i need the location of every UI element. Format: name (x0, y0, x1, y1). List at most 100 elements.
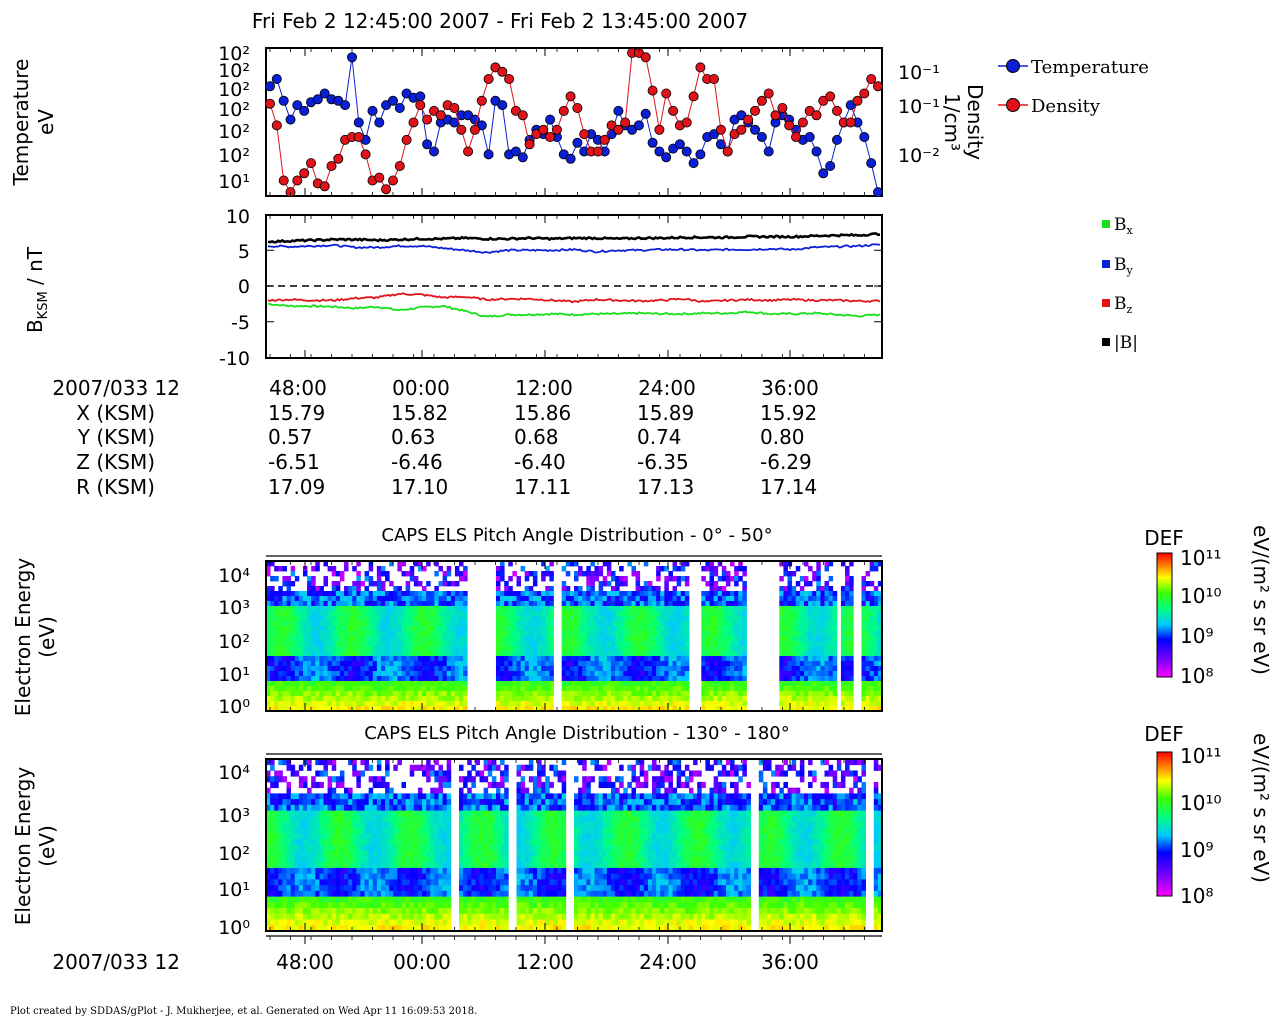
spectrogram-cell (339, 908, 345, 915)
spectrogram-cell (385, 626, 390, 632)
spectrogram-cell (302, 641, 308, 647)
spectrogram-cell (680, 561, 686, 567)
spectrogram-cell (442, 646, 448, 652)
spectrogram-cell (376, 596, 382, 602)
spectrogram-cell (623, 646, 628, 652)
ephemeris-value: -6.40 (514, 450, 566, 474)
spectrogram-cell (290, 804, 296, 811)
spectrogram-cell (356, 586, 361, 592)
spectrogram-cell (430, 621, 435, 627)
spectrogram-cell (709, 646, 715, 652)
spectrogram-cell (799, 656, 805, 662)
spectrogram-cell (397, 908, 402, 915)
spectrogram-cell (311, 879, 316, 886)
spectrogram-cell (828, 706, 834, 712)
spectrogram-cell (705, 626, 710, 632)
spectrogram-cell (787, 646, 793, 652)
spectrogram-cell (356, 827, 361, 834)
spectrogram-cell (307, 636, 312, 642)
spectrogram-cell (397, 671, 402, 677)
spectrogram-cell (270, 816, 275, 823)
spectrogram-cell (266, 656, 271, 662)
spectrogram-cell (405, 626, 411, 632)
spectrogram-cell (791, 671, 797, 677)
spectrogram-cell (397, 845, 402, 852)
spectrogram-cell (713, 646, 719, 652)
spectrogram-cell (274, 776, 279, 783)
spectrogram-cell (417, 810, 423, 817)
spectrogram-cell (434, 606, 439, 612)
spectrogram-cell (725, 691, 731, 697)
spectrogram-cell (738, 621, 743, 627)
spectrogram-cell (495, 631, 501, 637)
spectrogram-cell (569, 661, 575, 667)
spectrogram-cell (426, 696, 431, 702)
spectrogram-cell (684, 576, 690, 582)
spectrogram-cell (713, 616, 719, 622)
spectrogram-cell (278, 611, 283, 617)
spectrogram-cell (549, 661, 554, 667)
spectrogram-cell (413, 666, 419, 672)
spectrogram-cell (327, 646, 333, 652)
spectrogram-cell (524, 601, 530, 607)
data-point-temperature (750, 124, 761, 135)
data-point-density (715, 124, 726, 135)
spectrogram-cell (463, 676, 468, 682)
spectrogram-cell (520, 691, 526, 697)
spectrogram-cell (783, 591, 788, 597)
spectrogram-cell (360, 676, 365, 682)
spectrogram-cell (319, 616, 324, 622)
spectrogram-cell (426, 691, 431, 697)
spectrogram-cell (331, 571, 337, 577)
spectrogram-cell (430, 764, 435, 771)
spectrogram-cell (652, 616, 657, 622)
spectrogram-cell (331, 631, 337, 637)
spectrogram-cell (356, 636, 361, 642)
spectrogram-cell (442, 641, 448, 647)
spectrogram-cell (323, 691, 328, 697)
spectrogram-cell (409, 885, 415, 892)
spectrogram-cell (298, 839, 304, 846)
spectrogram-cell (409, 646, 415, 652)
spectrogram-cell (569, 591, 575, 597)
spectrogram-cell (532, 701, 538, 707)
spectrogram-cell (434, 701, 439, 707)
spectrogram-cell (389, 681, 394, 687)
spectrogram-cell (286, 606, 292, 612)
spectrogram-cell (684, 701, 690, 707)
colorbar-1-tick: 10¹⁰ (1180, 584, 1221, 608)
spectrogram-cell (327, 896, 333, 903)
spectrogram-cell (294, 681, 300, 687)
spectrogram-cell (828, 611, 834, 617)
spectrogram-cell (803, 671, 809, 677)
temp-tick: 10² (218, 43, 250, 65)
spectrogram-cell (323, 646, 328, 652)
spectrogram-cell (282, 706, 287, 712)
spectrogram-cell (725, 706, 731, 712)
spectrogram-cell (454, 696, 460, 702)
spectrogram-cell (298, 596, 304, 602)
spectrogram-cell (454, 656, 460, 662)
spectrogram-cell (569, 681, 575, 687)
spectrogram-cell (286, 591, 292, 597)
spectrogram-cell (520, 601, 526, 607)
spectrogram-cell (586, 651, 591, 657)
spectrogram-cell (339, 631, 345, 637)
spectrogram-cell (820, 606, 825, 612)
spectrogram-cell (816, 701, 821, 707)
spectrogram-cell (331, 706, 337, 712)
bfield-yticks: 10 5 0 -5 -10 (219, 206, 250, 370)
spectrogram-cell (787, 651, 793, 657)
spectrogram-cell (639, 696, 645, 702)
spectrogram-cell (799, 636, 805, 642)
spectrogram-cell (709, 706, 715, 712)
spectrogram-cell (627, 596, 632, 602)
spectrogram-cell (266, 770, 271, 777)
spectrogram-cell (319, 856, 324, 863)
spectrogram-cell (717, 606, 723, 612)
spectrogram-cell (500, 651, 505, 657)
spectrogram-cell (495, 601, 501, 607)
legend-bx-swatch (1102, 220, 1110, 228)
spectrogram-cell (454, 706, 460, 712)
spectrogram-cell (463, 666, 468, 672)
